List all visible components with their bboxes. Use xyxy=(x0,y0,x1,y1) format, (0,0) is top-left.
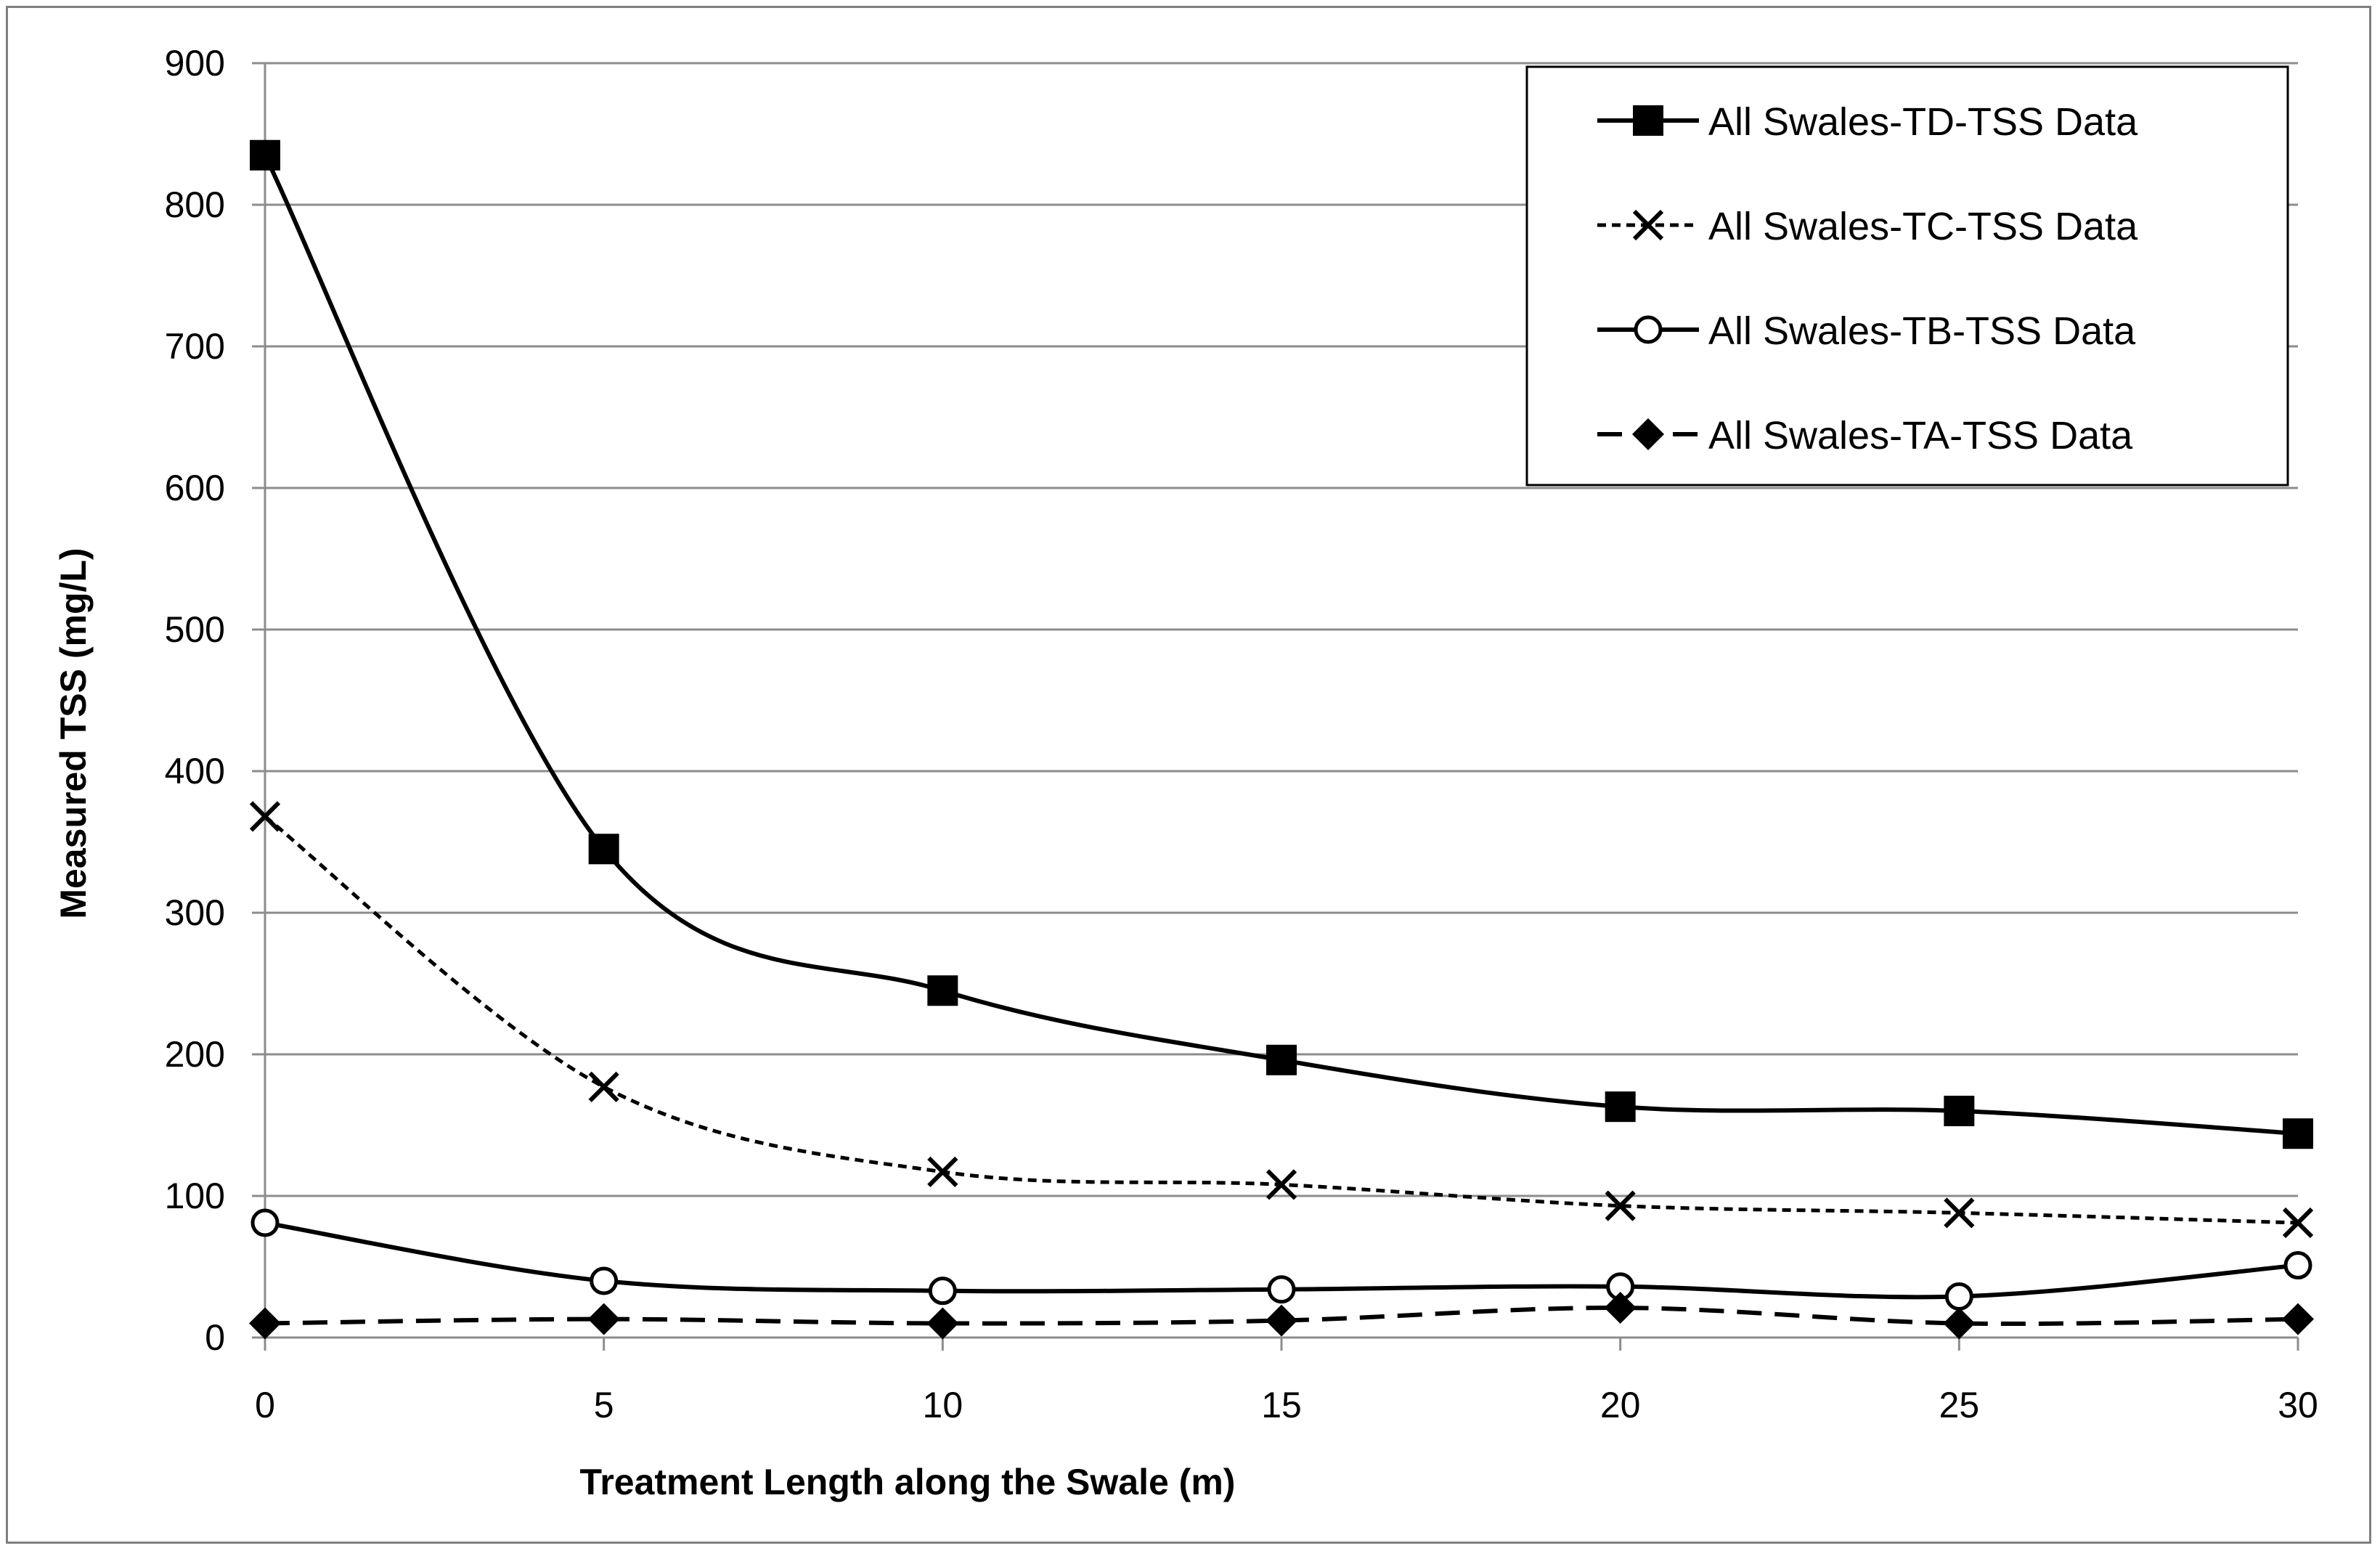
data-point-square xyxy=(1605,1091,1636,1123)
legend-box xyxy=(1525,65,2289,487)
x-tick-label: 10 xyxy=(923,1385,963,1425)
legend-marker-square xyxy=(1633,105,1663,136)
data-point-x-stroke xyxy=(588,1071,619,1102)
legend-label: All Swales-TB-TSS Data xyxy=(1708,309,2136,353)
data-point-square xyxy=(927,975,958,1006)
x-tick-label: 30 xyxy=(2278,1385,2318,1425)
data-point-square xyxy=(2283,1118,2313,1149)
data-point-square xyxy=(1944,1096,1975,1126)
legend: All Swales-TD-TSS Data All Swales-TC-TSS … xyxy=(1525,65,2289,487)
series-line xyxy=(264,815,2299,1225)
x-tick-label: 0 xyxy=(255,1385,275,1425)
data-point-x xyxy=(927,1156,958,1187)
legend-item: All Swales-TD-TSS Data xyxy=(1597,100,2138,144)
data-point-x xyxy=(2282,1207,2314,1239)
data-point-x xyxy=(1605,1190,1636,1221)
legend-item: All Swales-TA-TSS Data xyxy=(1597,414,2133,457)
y-axis-title: Measured TSS (mg/L) xyxy=(53,547,94,919)
x-tick-label: 5 xyxy=(594,1385,614,1425)
data-point-diamond xyxy=(1604,1292,1637,1324)
y-tick-label: 0 xyxy=(205,1317,225,1358)
data-point-diamond xyxy=(2282,1303,2314,1335)
x-tick-label: 20 xyxy=(1600,1385,1641,1425)
data-point-x-stroke xyxy=(1266,1169,1297,1200)
tick-labels: 0 100 200 300 400 500 600 700 800 900 0 5 10 15 20 25 30 xyxy=(165,43,2318,1425)
series-line xyxy=(263,154,2299,1136)
data-point-diamond xyxy=(249,1307,281,1340)
data-point-x xyxy=(588,1071,619,1102)
y-tick-label: 500 xyxy=(165,609,225,650)
data-point-x xyxy=(1944,1197,1975,1229)
data-point-x-stroke xyxy=(1605,1190,1636,1221)
legend-marker-x xyxy=(1632,209,1664,241)
x-tick-label: 15 xyxy=(1261,1385,1302,1425)
x-axis-title: Treatment Length along the Swale (m) xyxy=(580,1462,1236,1502)
series-4 xyxy=(249,1292,2314,1340)
legend-marker-diamond xyxy=(1632,418,1664,450)
data-point-x-stroke xyxy=(249,801,281,832)
data-point-x-stroke xyxy=(1944,1197,1975,1229)
y-tick-label: 400 xyxy=(165,751,225,791)
y-tick-label: 700 xyxy=(165,326,225,367)
legend-item: All Swales-TB-TSS Data xyxy=(1597,309,2136,353)
data-point-square xyxy=(1266,1044,1297,1075)
y-tick-label: 200 xyxy=(165,1034,225,1075)
legend-label: All Swales-TA-TSS Data xyxy=(1708,414,2133,457)
series-3 xyxy=(250,1208,2312,1311)
legend-marker-circle xyxy=(1634,315,1663,344)
data-point-square xyxy=(250,139,280,171)
data-point-circle xyxy=(590,1266,619,1295)
data-point-diamond xyxy=(1266,1304,1297,1337)
data-point-x xyxy=(1266,1169,1297,1200)
data-point-x-stroke xyxy=(2282,1207,2314,1239)
legend-marker-x-stroke xyxy=(1632,209,1664,241)
y-tick-label: 800 xyxy=(165,184,225,225)
data-point-diamond xyxy=(1943,1307,1976,1340)
y-tick-label: 900 xyxy=(165,43,225,84)
series-2 xyxy=(249,801,2314,1239)
data-point-circle xyxy=(928,1277,957,1306)
series-group xyxy=(249,139,2314,1340)
data-point-circle xyxy=(1944,1282,1973,1311)
data-point-circle xyxy=(1267,1275,1296,1304)
series-1 xyxy=(250,139,2313,1149)
y-tick-label: 100 xyxy=(165,1176,225,1216)
legend-item: All Swales-TC-TSS Data xyxy=(1597,205,2138,248)
data-point-circle xyxy=(250,1208,280,1237)
y-tick-label: 300 xyxy=(165,892,225,933)
data-point-x xyxy=(249,801,281,832)
legend-label: All Swales-TD-TSS Data xyxy=(1708,100,2138,144)
data-point-circle xyxy=(2283,1251,2312,1280)
legend-label: All Swales-TC-TSS Data xyxy=(1708,205,2138,248)
data-point-square xyxy=(588,834,619,865)
data-point-diamond xyxy=(926,1307,959,1340)
y-tick-label: 600 xyxy=(165,468,225,508)
data-point-x-stroke xyxy=(927,1156,958,1187)
x-tick-label: 25 xyxy=(1939,1385,1980,1425)
data-point-diamond xyxy=(587,1303,620,1335)
